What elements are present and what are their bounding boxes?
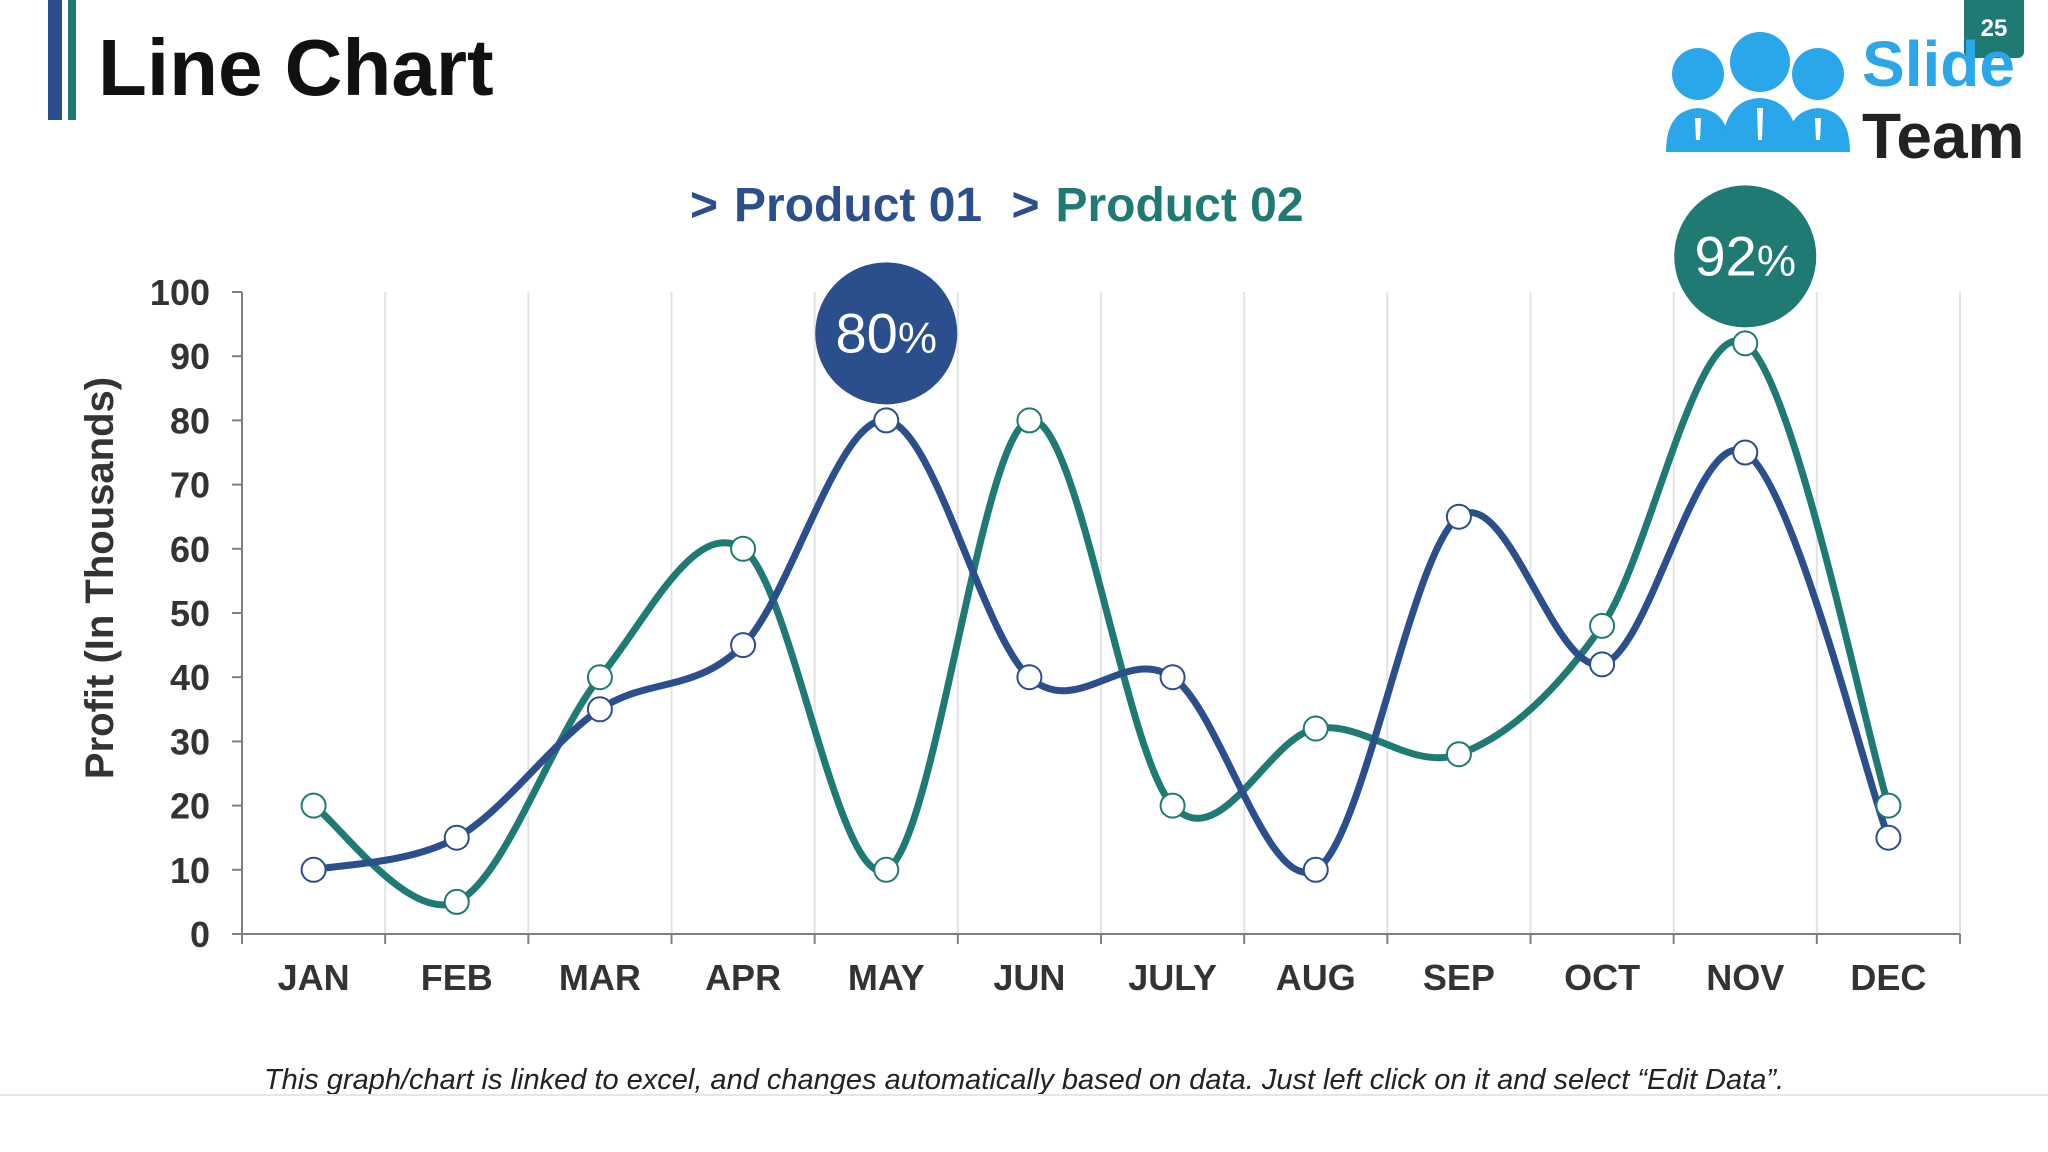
data-point (1445, 741, 1472, 768)
y-tick-label: 20 (170, 786, 210, 827)
chart-legend: > Product 01 > Product 02 (690, 176, 1304, 236)
data-point (443, 888, 470, 915)
footnote: This graph/chart is linked to excel, and… (263, 1064, 1785, 1096)
data-point (1875, 792, 1902, 819)
data-point (1875, 824, 1902, 851)
x-tick-label: NOV (1706, 957, 1784, 998)
y-tick-label: 40 (170, 657, 210, 698)
data-point (1589, 612, 1616, 639)
data-point (586, 664, 613, 691)
x-tick-label: SEP (1423, 957, 1495, 998)
x-tick-label: APR (705, 957, 781, 998)
slide-title: Line Chart (98, 23, 494, 112)
data-point (730, 535, 757, 562)
legend-marker-1: > (690, 179, 719, 232)
x-tick-label: MAR (559, 957, 641, 998)
data-point (730, 632, 757, 659)
x-tick-label: JULY (1128, 957, 1217, 998)
y-tick-label: 80 (170, 400, 210, 441)
data-point (1302, 715, 1329, 742)
x-tick-label: OCT (1564, 957, 1640, 998)
legend-item-product-02: Product 02 (1055, 179, 1304, 232)
y-tick-label: 100 (150, 272, 210, 313)
y-tick-label: 10 (170, 850, 210, 891)
slideteam-logo-icon (1666, 32, 1850, 152)
data-point (1589, 651, 1616, 678)
y-tick-label: 0 (190, 914, 210, 955)
title-accent-bar-dark (48, 0, 62, 120)
x-tick-label: MAY (848, 957, 925, 998)
footer-divider (0, 1094, 2048, 1096)
y-tick-label: 60 (170, 529, 210, 570)
data-point (443, 824, 470, 851)
legend-item-product-01: Product 01 (734, 179, 983, 232)
x-tick-label: JUN (993, 957, 1065, 998)
data-point (1159, 792, 1186, 819)
title-accent-bar-teal (68, 0, 76, 120)
callout-label: 80% (836, 301, 937, 364)
data-point (1302, 856, 1329, 883)
data-point (1016, 664, 1043, 691)
x-tick-label: JAN (278, 957, 350, 998)
callout-bubble (1674, 185, 1817, 328)
x-tick-label: AUG (1276, 957, 1356, 998)
data-point (1016, 407, 1043, 434)
y-tick-label: 50 (170, 593, 210, 634)
legend-marker-2: > (1011, 179, 1040, 232)
page-number-badge: 25 (1964, 0, 2024, 58)
data-point (873, 407, 900, 434)
callout-label: 92% (1695, 224, 1796, 287)
y-tick-label: 30 (170, 721, 210, 762)
x-tick-label: FEB (421, 957, 493, 998)
data-point (300, 792, 327, 819)
y-tick-label: 70 (170, 465, 210, 506)
y-tick-label: 90 (170, 336, 210, 377)
data-point (1159, 664, 1186, 691)
data-point (1445, 503, 1472, 530)
data-point (586, 696, 613, 723)
callout-bubble (815, 262, 958, 405)
data-point (1732, 330, 1759, 357)
logo-text-team: Team (1862, 100, 2025, 172)
data-point (300, 856, 327, 883)
data-point (1732, 439, 1759, 466)
data-point (873, 856, 900, 883)
logo-text-slide: Slide (1862, 28, 2015, 100)
x-tick-label: DEC (1850, 957, 1926, 998)
